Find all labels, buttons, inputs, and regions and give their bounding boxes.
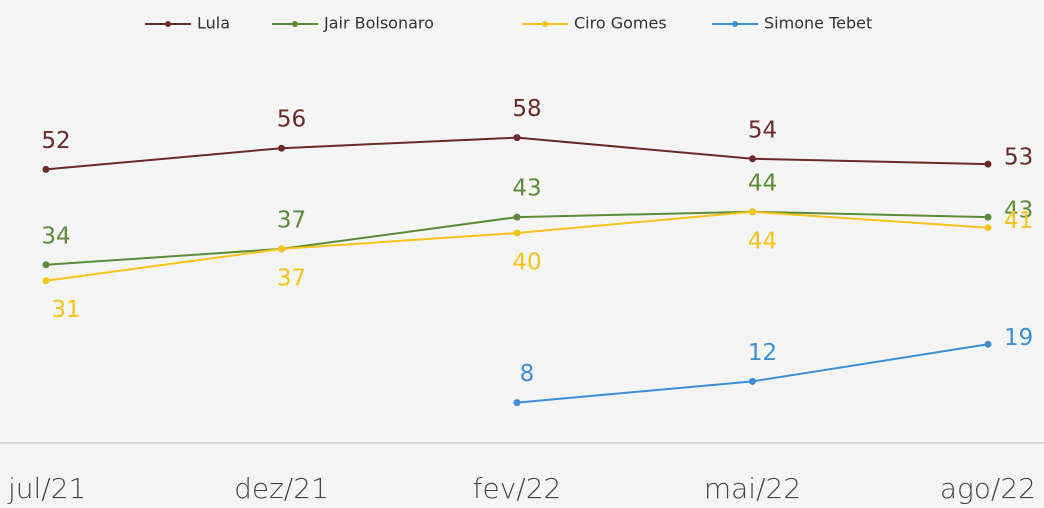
data-label: 44 (748, 170, 777, 196)
data-label: 31 (51, 297, 80, 323)
data-label: 53 (1004, 145, 1033, 171)
legend-dot (292, 21, 298, 27)
data-label: 37 (277, 265, 306, 291)
data-point (984, 160, 992, 168)
data-point (513, 213, 521, 221)
legend-dot (732, 21, 738, 27)
legend-label: Ciro Gomes (574, 14, 667, 33)
data-point (513, 229, 521, 237)
data-label: 12 (748, 340, 777, 366)
legend-dot (542, 21, 548, 27)
data-point (749, 377, 756, 385)
data-point (42, 165, 50, 173)
data-point (278, 245, 285, 253)
legend-dot (165, 21, 171, 27)
x-tick-label: mai/22 (704, 472, 801, 505)
data-label: 54 (748, 117, 777, 143)
data-label: 58 (512, 96, 541, 122)
data-label: 19 (1004, 325, 1033, 351)
data-point (278, 144, 285, 152)
data-point (513, 134, 521, 142)
data-point (984, 340, 992, 348)
x-tick-label: jul/21 (7, 472, 86, 505)
legend-label: Simone Tebet (764, 14, 872, 33)
x-tick-label: ago/22 (940, 472, 1036, 505)
data-label: 52 (41, 128, 70, 154)
data-label: 43 (512, 176, 541, 202)
legend-label: Lula (197, 14, 230, 33)
data-point (749, 208, 756, 216)
data-label: 40 (512, 250, 541, 276)
data-point (42, 277, 50, 285)
data-label: 41 (1004, 208, 1033, 234)
x-tick-label: fev/22 (473, 472, 562, 505)
data-point (42, 261, 50, 269)
data-label: 8 (520, 361, 535, 387)
data-point (984, 224, 992, 232)
data-label: 44 (748, 228, 777, 254)
legend-label: Jair Bolsonaro (323, 14, 434, 33)
data-label: 56 (277, 107, 306, 133)
data-point (513, 399, 521, 407)
data-point (984, 213, 992, 221)
data-label: 37 (277, 207, 306, 233)
x-tick-label: dez/21 (234, 472, 329, 505)
data-label: 43 (1004, 198, 1033, 224)
data-label: 34 (41, 223, 70, 249)
data-point (749, 155, 756, 163)
